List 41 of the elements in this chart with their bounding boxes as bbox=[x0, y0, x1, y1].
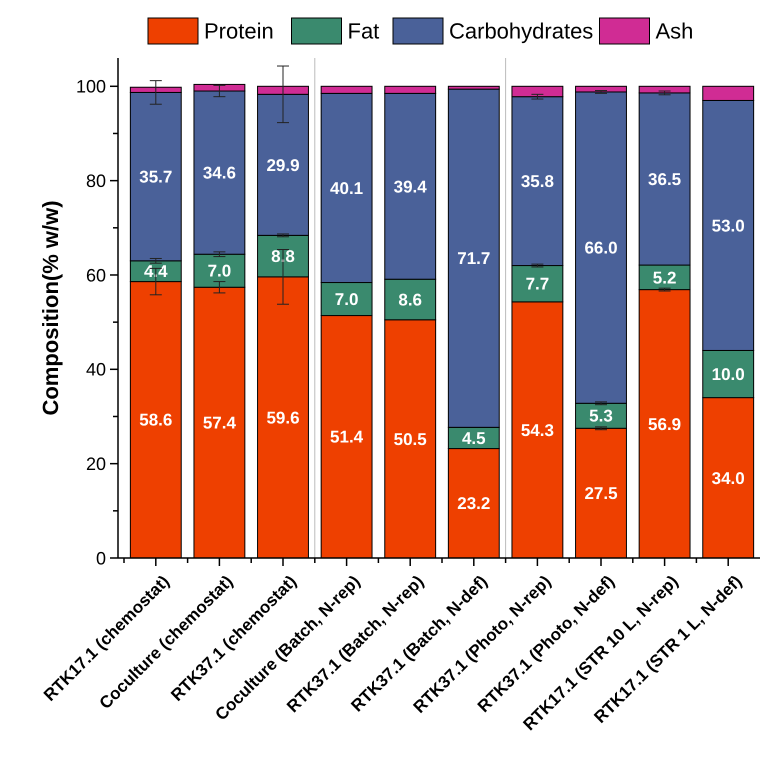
y-axis-title: Composition(% w/w) bbox=[38, 200, 63, 416]
legend-label: Carbohydrates bbox=[449, 18, 594, 44]
legend-label: Protein bbox=[204, 18, 274, 44]
data-label: 7.0 bbox=[334, 290, 358, 309]
data-label: 71.7 bbox=[457, 249, 490, 268]
data-label: 59.6 bbox=[266, 408, 300, 428]
data-label: 34.0 bbox=[712, 468, 745, 488]
data-label: 50.5 bbox=[394, 430, 427, 449]
y-tick-label: 0 bbox=[96, 548, 106, 568]
data-label: 40.1 bbox=[330, 178, 364, 198]
data-label: 7.0 bbox=[208, 262, 232, 281]
data-label: 29.9 bbox=[266, 156, 300, 175]
data-label: 7.7 bbox=[526, 274, 550, 294]
data-label: 66.0 bbox=[584, 238, 618, 258]
data-label: 54.3 bbox=[520, 420, 554, 440]
data-label: 39.4 bbox=[394, 177, 428, 196]
y-tick-label: 100 bbox=[76, 76, 106, 97]
data-label: 23.2 bbox=[457, 494, 490, 514]
legend-label: Ash bbox=[656, 18, 694, 44]
data-label: 35.7 bbox=[139, 168, 172, 187]
data-label: 57.4 bbox=[202, 414, 236, 433]
data-label: 8.8 bbox=[271, 247, 295, 266]
y-tick-label: 40 bbox=[86, 360, 106, 380]
data-label: 27.5 bbox=[584, 484, 618, 504]
data-label: 53.0 bbox=[712, 216, 745, 236]
data-label: 5.3 bbox=[589, 406, 613, 426]
data-label: 8.6 bbox=[398, 290, 422, 310]
data-label: 51.4 bbox=[330, 428, 364, 447]
data-label: 58.6 bbox=[139, 410, 172, 430]
y-tick-label: 80 bbox=[86, 170, 106, 191]
y-tick-label: 60 bbox=[86, 265, 106, 286]
data-label: 56.9 bbox=[648, 414, 682, 434]
legend-label: Fat bbox=[348, 18, 380, 44]
data-label: 4.4 bbox=[144, 262, 168, 282]
y-tick-label: 20 bbox=[86, 454, 106, 474]
data-label: 10.0 bbox=[712, 364, 745, 384]
data-label: 34.6 bbox=[202, 164, 236, 183]
data-label: 36.5 bbox=[648, 170, 682, 189]
data-label: 35.8 bbox=[520, 172, 554, 192]
data-label: 5.2 bbox=[652, 268, 676, 288]
data-label: 4.5 bbox=[462, 428, 486, 448]
